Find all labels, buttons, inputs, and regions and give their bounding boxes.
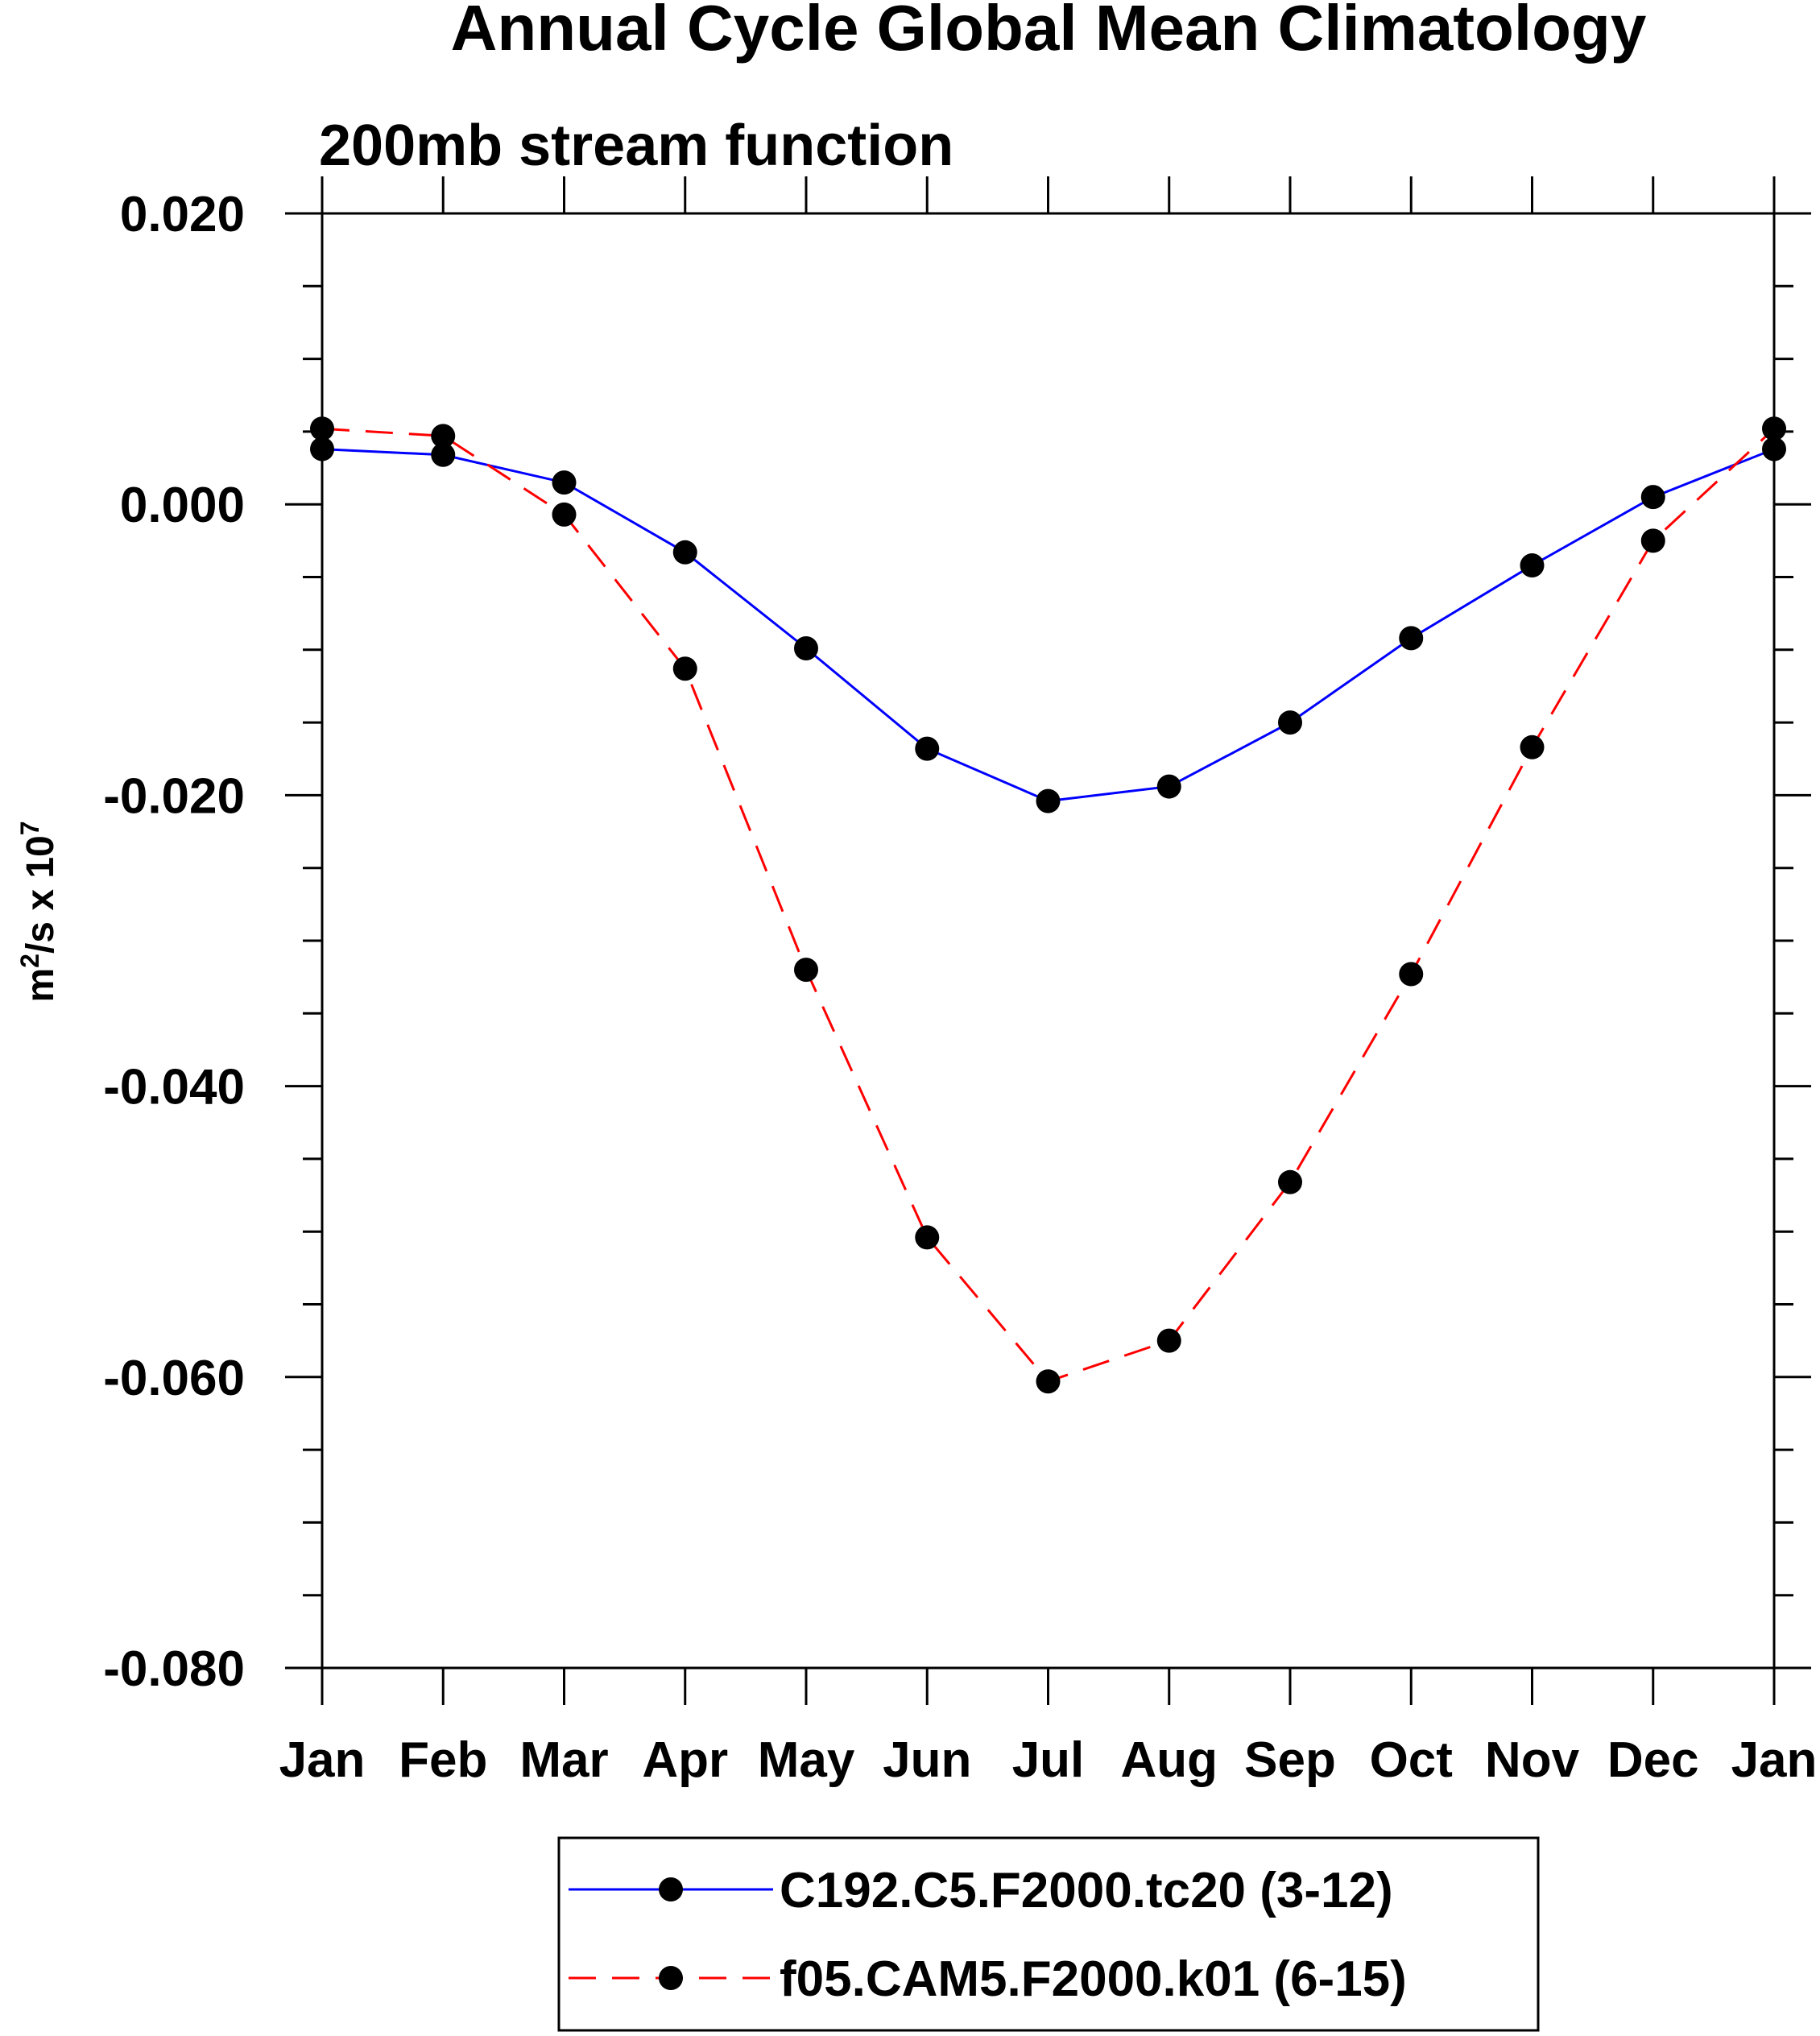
x-tick-label: May xyxy=(758,1732,855,1788)
x-tick-label: Mar xyxy=(519,1732,608,1788)
x-tick-label: Jan xyxy=(1731,1732,1818,1788)
series-1-point xyxy=(1520,553,1545,578)
plot-frame xyxy=(321,212,1776,1670)
series-2-point xyxy=(1278,1169,1302,1194)
x-tick-label: Apr xyxy=(642,1732,728,1788)
series-1-point xyxy=(672,540,697,565)
series-1-point xyxy=(1399,626,1424,651)
y-tick-label: -0.020 xyxy=(103,768,245,824)
series-1-point xyxy=(1762,437,1786,461)
series-1-point xyxy=(1036,788,1061,813)
series-2-point xyxy=(794,958,818,983)
x-tick-labels: Jan Feb Mar Apr May Jun Jul Aug Sep Oct Nov Dec Jan xyxy=(279,1732,1818,1788)
x-tick-label: Nov xyxy=(1485,1732,1580,1788)
legend-label-series-2: f05.CAM5.F2000.k01 (6-15) xyxy=(780,1951,1407,2007)
series-2-point xyxy=(672,656,697,681)
x-tick-label: Jan xyxy=(279,1732,366,1788)
y-tick-labels: 0.020 0.000 -0.020 -0.040 -0.060 -0.080 xyxy=(103,187,245,1697)
series-2-point xyxy=(1762,416,1786,441)
series-2-point xyxy=(1036,1369,1061,1394)
series-line-1 xyxy=(321,448,1775,803)
series-1-point xyxy=(431,442,456,467)
x-tick-label: Jul xyxy=(1012,1732,1085,1788)
series-1-point xyxy=(310,437,334,461)
legend-marker-series-1 xyxy=(659,1877,683,1902)
series-1-point xyxy=(1278,710,1302,735)
series-1-point xyxy=(1156,774,1181,799)
y-axis-label: m2/s x 107 xyxy=(15,821,62,1002)
series-1-point xyxy=(1640,485,1665,510)
series-2-point xyxy=(552,502,577,527)
series-line-2 xyxy=(321,427,1776,1383)
x-tick-label: Jun xyxy=(883,1732,971,1788)
series-1-point xyxy=(794,635,818,660)
series-2-point xyxy=(310,416,334,441)
x-tick-label: Aug xyxy=(1120,1732,1218,1788)
series-2-point xyxy=(1399,962,1424,987)
x-tick-label: Feb xyxy=(399,1732,487,1788)
series-2-point xyxy=(1156,1328,1181,1353)
y-tick-label: -0.060 xyxy=(103,1351,245,1406)
axis-ticks xyxy=(285,176,1811,1705)
legend-label-series-1: C192.C5.F2000.tc20 (3-12) xyxy=(780,1863,1393,1918)
y-tick-label: 0.000 xyxy=(120,478,245,533)
series-2-point xyxy=(1520,735,1545,759)
series-2-point xyxy=(431,424,456,449)
x-tick-label: Sep xyxy=(1244,1732,1336,1788)
legend: C192.C5.F2000.tc20 (3-12) f05.CAM5.F2000… xyxy=(557,1836,1540,2032)
y-tick-label: 0.020 xyxy=(120,187,245,242)
series-2-point xyxy=(1640,528,1665,553)
series-layer xyxy=(310,416,1786,1394)
series-1-point xyxy=(915,736,940,761)
series-2-point xyxy=(915,1225,940,1250)
x-tick-label: Dec xyxy=(1607,1732,1699,1788)
y-tick-label: -0.040 xyxy=(103,1060,245,1115)
y-tick-label: -0.080 xyxy=(103,1641,245,1697)
legend-marker-series-2 xyxy=(659,1966,683,1990)
chart-subtitle: 200mb stream function xyxy=(319,114,953,178)
chart-title: Annual Cycle Global Mean Climatology xyxy=(451,0,1647,64)
series-1-point xyxy=(552,470,577,495)
x-tick-label: Oct xyxy=(1370,1732,1453,1788)
legend-box xyxy=(557,1836,1540,2032)
